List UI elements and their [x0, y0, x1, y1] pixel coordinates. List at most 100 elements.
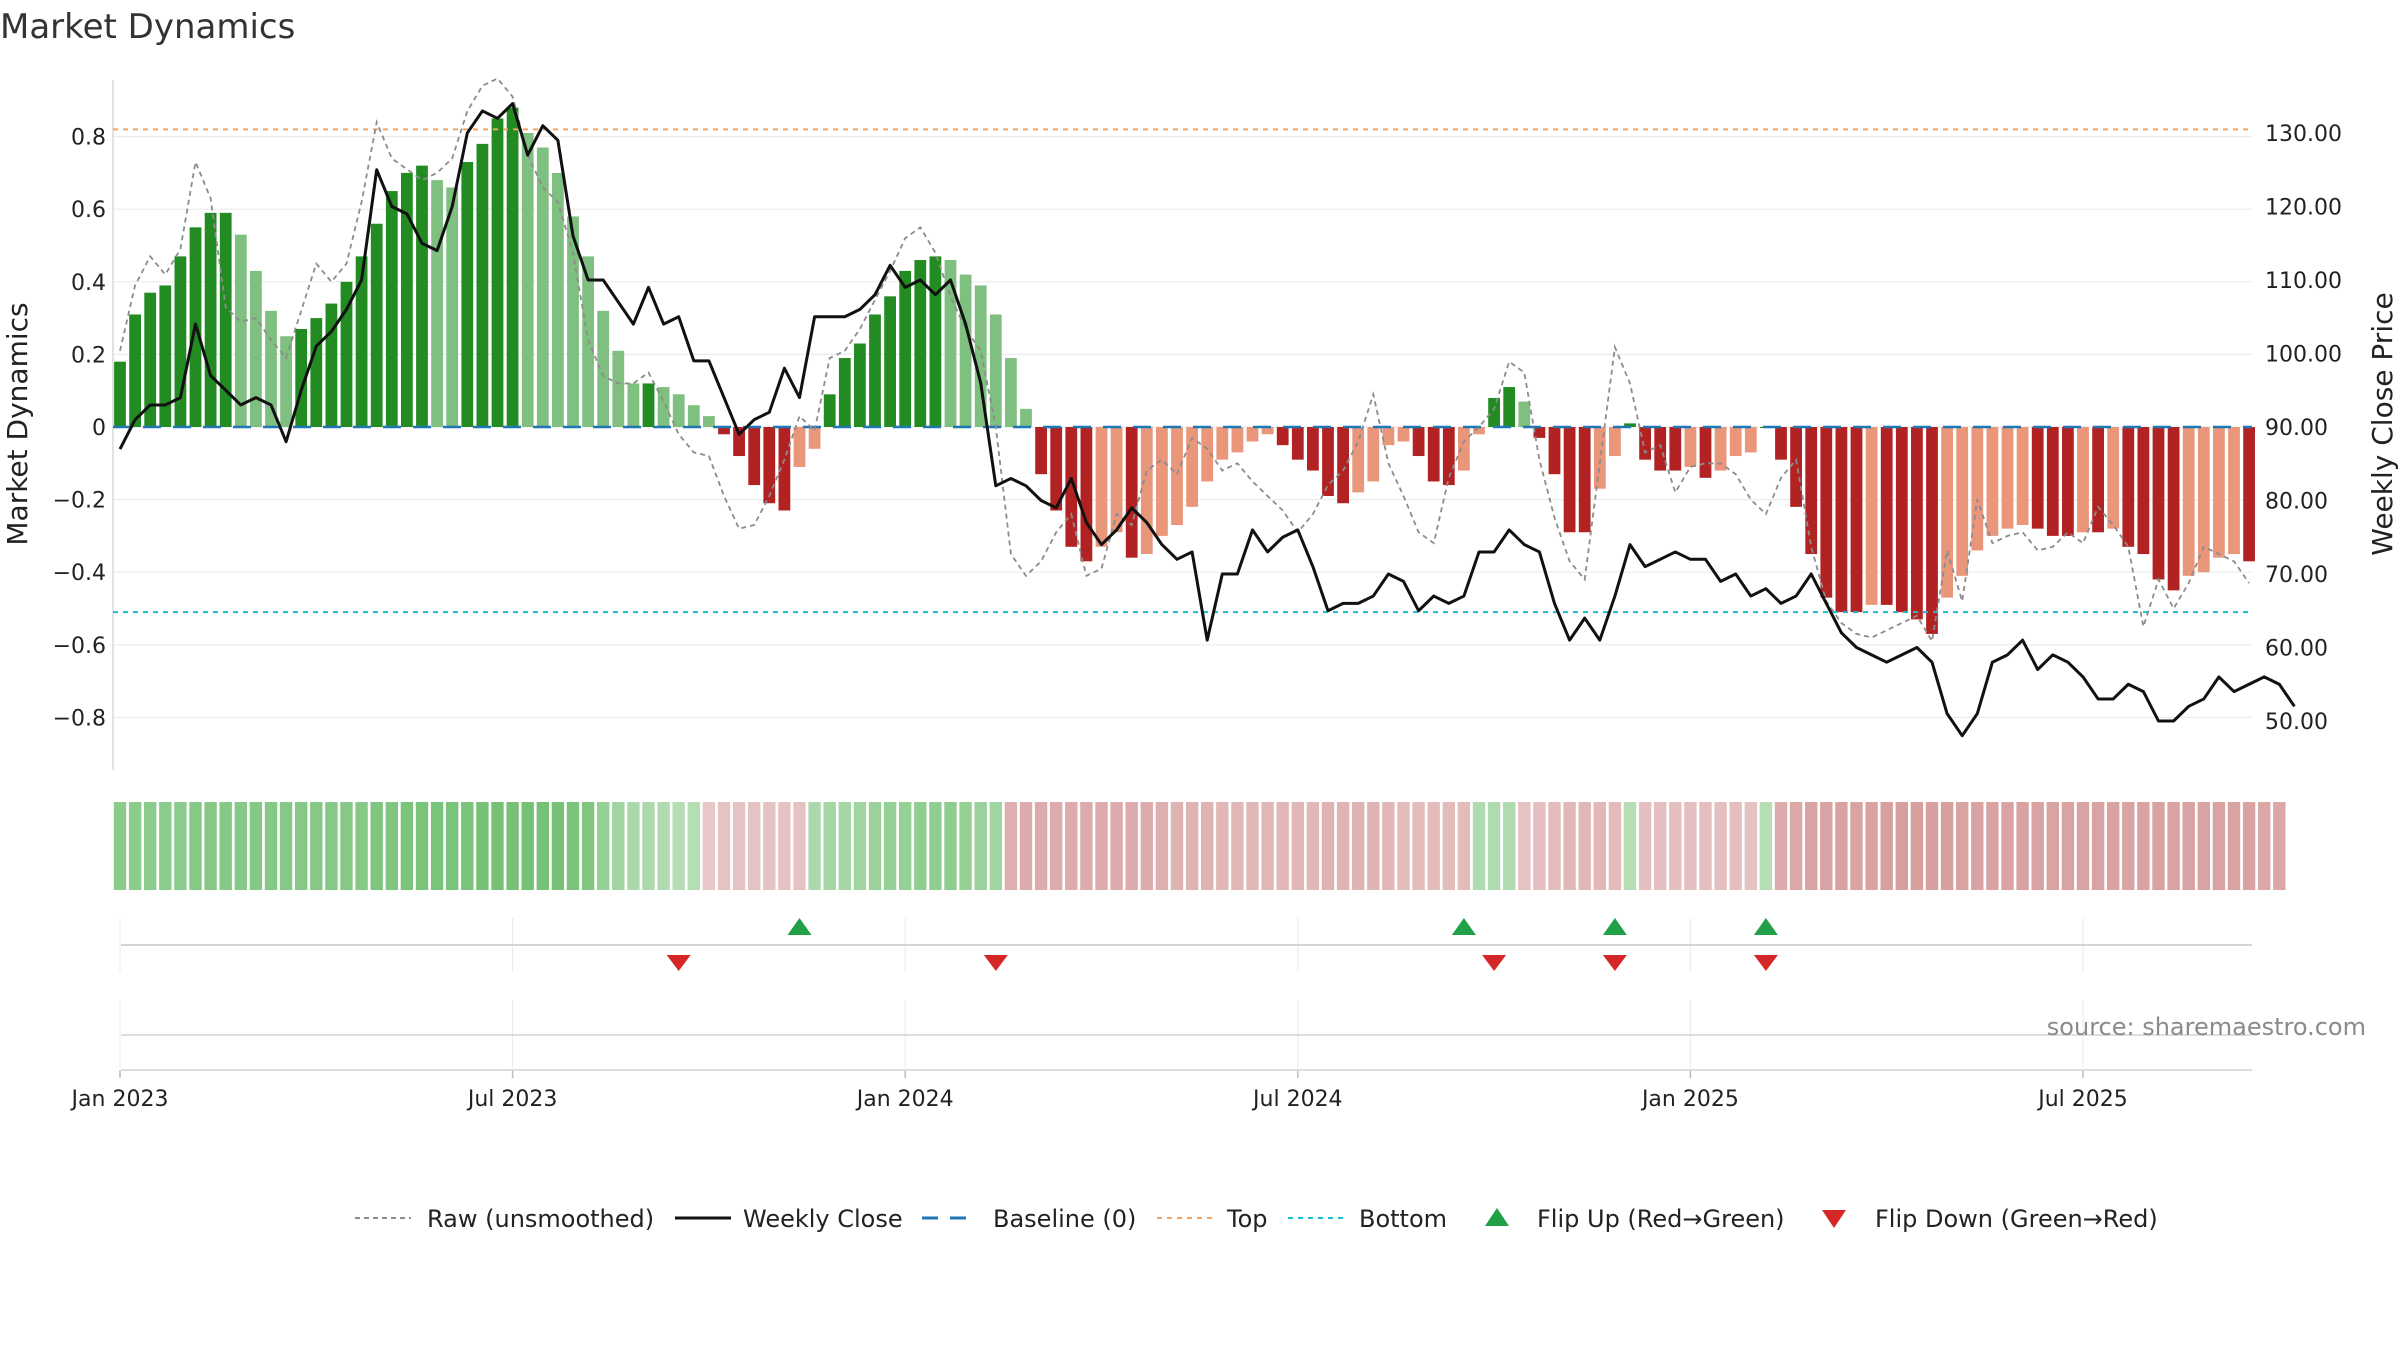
- dynamics-bar: [250, 270, 262, 427]
- source-credit: source: sharemaestro.com: [2047, 1013, 2366, 1041]
- dynamics-bar: [1140, 427, 1153, 555]
- dynamics-bar: [1609, 427, 1621, 457]
- dynamics-bar: [1276, 427, 1289, 446]
- regime-cell: [1095, 802, 1108, 890]
- regime-cell: [1427, 802, 1440, 890]
- regime-cell: [446, 802, 459, 890]
- flip-markers-panel: [119, 918, 2252, 972]
- right-tick-label: 80.00: [2265, 490, 2328, 515]
- dynamics-bar: [2167, 427, 2180, 591]
- flip-down-marker: [983, 955, 1008, 971]
- regime-cell: [883, 802, 897, 890]
- dynamics-bar: [1790, 427, 1802, 507]
- regime-cell: [838, 802, 851, 890]
- dynamics-bar: [763, 427, 776, 504]
- x-tick-label: Jul 2024: [1251, 1087, 1343, 1112]
- dynamics-bar: [1699, 427, 1712, 478]
- dynamics-bar: [1941, 427, 1953, 598]
- dynamics-bar: [1201, 427, 1214, 482]
- flip-down-marker: [666, 955, 691, 971]
- dynamics-bar: [1020, 408, 1032, 427]
- regime-cell: [1623, 802, 1637, 890]
- dynamics-bar: [446, 187, 459, 427]
- legend-swatch-flip-down: [1822, 1210, 1846, 1228]
- regime-cell: [1019, 802, 1033, 890]
- regime-cell: [1714, 802, 1727, 890]
- regime-cell: [1654, 802, 1667, 890]
- dynamics-bar: [1442, 427, 1455, 486]
- regime-cell: [2182, 802, 2195, 890]
- regime-cell: [823, 802, 836, 890]
- regime-cell: [1306, 802, 1320, 890]
- regime-cell: [2046, 802, 2059, 890]
- regime-cell: [144, 802, 157, 890]
- right-tick-label: 130.00: [2265, 122, 2342, 147]
- dynamics-bar: [1488, 397, 1500, 427]
- dynamics-bar: [2031, 427, 2044, 529]
- dynamics-bar: [1397, 427, 1410, 442]
- regime-cell: [732, 802, 746, 890]
- dynamics-bar: [1035, 427, 1047, 475]
- left-axis-ticks: 0.8 0.6 0.4 0.2 0 −0.2 −0.4 −0.6 −0.8: [53, 126, 106, 732]
- regime-cell: [597, 802, 610, 890]
- dynamics-bar: [144, 292, 157, 427]
- right-tick-label: 90.00: [2265, 416, 2328, 441]
- left-axis-title: Market Dynamics: [1, 302, 34, 545]
- regime-cell: [2137, 802, 2150, 890]
- regime-cell: [2091, 802, 2105, 890]
- regime-cell: [1321, 802, 1335, 890]
- dynamics-bar: [234, 234, 247, 427]
- regime-cell: [174, 802, 187, 890]
- flip-down-marker: [1753, 955, 1778, 971]
- regime-cell: [2061, 802, 2075, 890]
- dynamics-bar: [1337, 427, 1349, 504]
- regime-cell: [1125, 802, 1138, 890]
- regime-cell: [1548, 802, 1561, 890]
- regime-cell: [2212, 802, 2226, 890]
- left-tick-label: 0.8: [71, 126, 106, 151]
- dynamics-bar: [2046, 427, 2059, 536]
- regime-cell: [536, 802, 549, 890]
- regime-cell: [2107, 802, 2120, 890]
- regime-cell: [1865, 802, 1878, 890]
- regime-cell: [1593, 802, 1606, 890]
- regime-cell: [1336, 802, 1350, 890]
- dynamics-bar: [748, 427, 761, 486]
- regime-cell: [1442, 802, 1455, 890]
- regime-cell: [687, 802, 700, 890]
- regime-cell: [989, 802, 1002, 890]
- dynamics-bar: [491, 118, 504, 427]
- x-tick-label: Jan 2025: [1640, 1087, 1739, 1112]
- regime-cell: [1216, 802, 1229, 890]
- dynamics-bar: [476, 143, 489, 428]
- regime-cell: [2122, 802, 2135, 890]
- regime-cell: [2273, 802, 2286, 890]
- right-tick-label: 70.00: [2265, 563, 2328, 588]
- x-tick-label: Jul 2025: [2036, 1087, 2128, 1112]
- dynamics-bar: [1639, 427, 1651, 460]
- dynamics-bar: [959, 274, 972, 427]
- dynamics-bar: [929, 256, 942, 427]
- flip-up-marker: [787, 918, 812, 935]
- legend-label: Baseline (0): [993, 1205, 1136, 1233]
- regime-cell: [1578, 802, 1591, 890]
- left-tick-label: −0.4: [53, 561, 106, 586]
- dynamics-bar: [778, 427, 791, 511]
- regime-cell: [748, 802, 761, 890]
- regime-cell: [279, 802, 293, 890]
- flip-down-marker: [1482, 955, 1507, 971]
- dynamics-bar: [1473, 427, 1485, 435]
- regime-cell: [1699, 802, 1712, 890]
- regime-cell: [1774, 802, 1788, 890]
- regime-cell: [974, 802, 987, 890]
- regime-cell: [2167, 802, 2180, 890]
- dynamics-bar: [1110, 427, 1123, 533]
- regime-cell: [219, 802, 232, 890]
- left-tick-label: −0.6: [53, 634, 106, 659]
- dynamics-bar: [325, 303, 338, 427]
- regime-cell: [1201, 802, 1214, 890]
- regime-cell: [717, 802, 731, 890]
- flip-down-marker: [1602, 955, 1627, 971]
- series-lines: [113, 77, 2296, 738]
- regime-cell: [1261, 802, 1274, 890]
